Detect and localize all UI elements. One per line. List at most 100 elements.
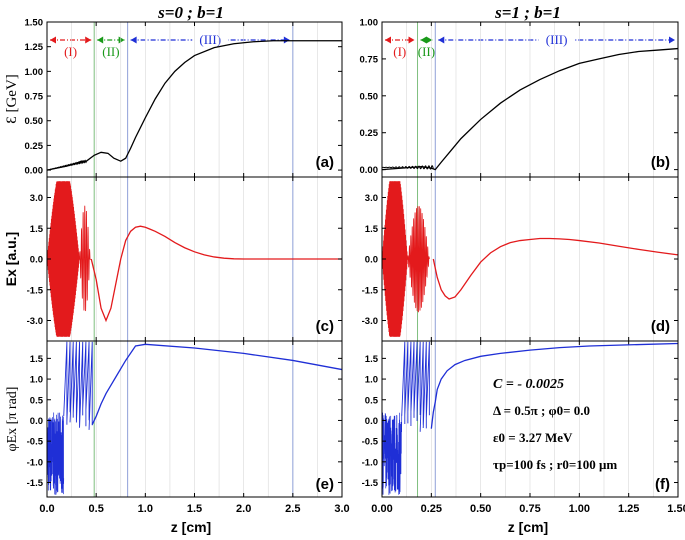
- panel-b-region-label: (I): [393, 44, 406, 59]
- panel-e-label: (e): [316, 476, 334, 493]
- panel-d-ytick-label: 3.0: [365, 193, 378, 204]
- panel-f-ytick-label: 0.5: [365, 395, 379, 406]
- right-xtick-label: 0.75: [519, 503, 540, 515]
- right-xtick-label: 0.25: [421, 503, 442, 515]
- panel-b-ytick-label: 0.75: [360, 54, 379, 65]
- annotation-line-2: Δ = 0.5π ; φ0= 0.0: [493, 403, 590, 418]
- right-xtick-label: 0.50: [470, 503, 491, 515]
- panel-c-ytick-label: 1.5: [30, 224, 44, 235]
- panel-b-region-arrowhead-left: [385, 36, 391, 44]
- panel-b-region-arrowhead-left: [420, 36, 427, 44]
- panel-a-grid: [46, 22, 343, 177]
- right-xticks: 0.00 0.25 0.50 0.75 1.00 1.25 1.50: [371, 503, 685, 515]
- panel-e-series-line: [91, 343, 343, 425]
- panel-f-ytick-label: -0.5: [362, 437, 379, 448]
- panel-e-ytick-label: 0.5: [30, 395, 44, 406]
- panel-a-region-label: (III): [199, 32, 221, 47]
- right-xtick-label: 1.50: [667, 503, 685, 515]
- left-xtick-label: 2.0: [236, 503, 251, 515]
- panel-a-ytick-label: 0.25: [25, 141, 44, 152]
- panel-b-region-arrowhead-right: [669, 36, 675, 44]
- panel-b-region-label: (II): [418, 44, 435, 59]
- left-xtick-label: 1.5: [187, 503, 202, 515]
- panel-c-ytick-label: -1.5: [27, 285, 44, 296]
- panel-c: -3.0 -1.5 0.0 1.5 3.0 (c): [27, 176, 343, 342]
- panel-f-ytick-label: -1.0: [362, 457, 378, 468]
- left-column-title: s=0 ; b=1: [157, 3, 224, 22]
- panel-a-ytick-label: 0.00: [25, 166, 44, 177]
- left-xtick-label: 2.5: [285, 503, 300, 515]
- panel-a: (I) (II) (III) 0.00 0.25 0.50 0.75 1.00 1.25 1.5…: [25, 18, 343, 178]
- panel-a-yticks: 0.00 0.25 0.50 0.75 1.00 1.25 1.50: [25, 18, 342, 177]
- left-xticks: 0.0 0.5 1.0 1.5 2.0 2.5 3.0: [39, 503, 349, 515]
- panel-b-label: (b): [651, 154, 670, 171]
- panel-c-yticks: -3.0 -1.5 0.0 1.5 3.0: [27, 193, 342, 327]
- panel-f-noise: [381, 341, 430, 495]
- panel-d-oscillation: [381, 181, 430, 337]
- panel-e-ylabel: φEx [π rad]: [5, 387, 20, 452]
- panel-d-ytick-label: -3.0: [362, 316, 378, 327]
- right-xlabel: z [cm]: [508, 519, 548, 535]
- parameter-annotation: C = - 0.0025 Δ = 0.5π ; φ0= 0.0 ε0 = 3.2…: [493, 377, 617, 472]
- panel-a-region-arrowhead-left: [130, 36, 137, 44]
- panel-b: (I) (II) (III) 0.00 0.25 0.50 0.75 1.00 (b): [360, 18, 679, 178]
- panel-b-ytick-label: 1.00: [360, 18, 379, 29]
- left-xlabel: z [cm]: [171, 519, 211, 535]
- panel-b-region-label-bg: [538, 33, 575, 47]
- panel-e-ytick-label: 0.0: [30, 416, 43, 427]
- panel-c-noise: [46, 181, 91, 337]
- panel-d-ytick-label: 0.0: [365, 255, 378, 266]
- panel-e: -1.5 -1.0 -0.5 0.0 0.5 1.0 1.5 (e): [27, 340, 343, 498]
- panel-f-yticks: -1.5 -1.0 -0.5 0.0 0.5 1.0 1.5: [362, 354, 678, 489]
- right-xtick-label: 1.00: [569, 503, 590, 515]
- panel-a-region-arrowhead-left: [50, 36, 56, 44]
- annotation-line-3: ε0 = 3.27 MeV: [493, 430, 573, 445]
- panel-f-phase-wraps: [401, 341, 430, 432]
- panel-d-yticks: -3.0 -1.5 0.0 1.5 3.0: [362, 193, 678, 327]
- panel-f: -1.5 -1.0 -0.5 0.0 0.5 1.0 1.5 (f): [362, 340, 679, 498]
- panel-a-region-arrowhead-right: [118, 36, 125, 44]
- panel-d-label: (d): [651, 318, 670, 335]
- left-xtick-label: 3.0: [334, 503, 349, 515]
- panel-b-grid: [381, 22, 679, 177]
- panel-e-noise: [46, 341, 93, 495]
- panel-b-region-arrowhead-right: [408, 36, 415, 44]
- panel-c-label: (c): [316, 318, 334, 335]
- panel-c-oscillation: [46, 181, 91, 337]
- panel-d-noise: [381, 181, 430, 337]
- panel-f-series-line: [430, 342, 679, 429]
- panel-f-ytick-label: 1.5: [365, 354, 379, 365]
- panel-a-ytick-label: 0.75: [25, 92, 44, 103]
- panel-f-ytick-label: 0.0: [365, 416, 378, 427]
- panel-c-ylabel: Ex [a.u.]: [3, 232, 19, 286]
- panel-f-phase-noise: [381, 412, 403, 495]
- left-xtick-label: 0.5: [89, 503, 104, 515]
- panel-b-ytick-label: 0.00: [360, 165, 379, 176]
- panel-e-ytick-label: 1.5: [30, 354, 44, 365]
- panel-b-decor: (I) (II) (III): [385, 32, 675, 59]
- panel-d-ytick-label: -1.5: [362, 285, 379, 296]
- panel-a-ytick-label: 0.50: [25, 116, 44, 127]
- left-xtick-label: 1.0: [138, 503, 153, 515]
- panel-a-series-line: [46, 40, 342, 171]
- panel-e-yticks: -1.5 -1.0 -0.5 0.0 0.5 1.0 1.5: [27, 354, 342, 489]
- panel-b-ytick-label: 0.50: [360, 91, 379, 102]
- panel-e-frame: [46, 340, 343, 498]
- panel-e-phase-wraps: [63, 341, 93, 430]
- panel-d-grid: [381, 177, 679, 341]
- right-column-title: s=1 ; b=1: [494, 3, 561, 22]
- panel-a-ylabel: Ɛ [GeV]: [4, 74, 20, 124]
- panel-d-series-line: [432, 237, 679, 300]
- panel-a-region-arrowhead-left: [97, 36, 104, 44]
- panel-c-series-line: [90, 225, 342, 323]
- panel-b-region-arrowhead-right: [426, 36, 433, 44]
- panel-e-ytick-label: -0.5: [27, 437, 44, 448]
- panel-d-ytick-label: 1.5: [365, 224, 379, 235]
- panel-a-region-label: (I): [64, 44, 77, 59]
- panel-c-ytick-label: 0.0: [30, 255, 43, 266]
- panel-a-region-arrowhead-right: [85, 36, 92, 44]
- panel-e-ytick-label: 1.0: [30, 375, 43, 386]
- annotation-line-1: C = - 0.0025: [493, 377, 564, 392]
- panel-b-ytick-label: 0.25: [360, 128, 379, 139]
